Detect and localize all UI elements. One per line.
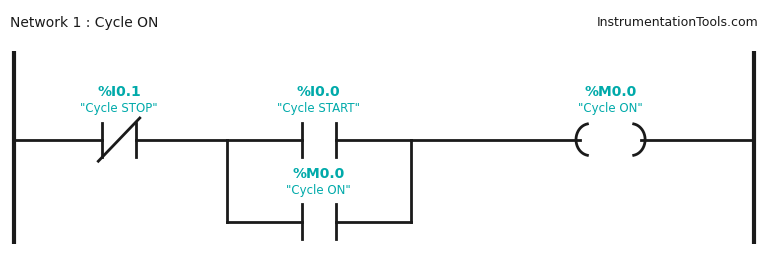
Text: %I0.1: %I0.1 (98, 85, 141, 99)
Text: %I0.0: %I0.0 (297, 85, 340, 99)
Text: %M0.0: %M0.0 (584, 85, 637, 99)
Text: InstrumentationTools.com: InstrumentationTools.com (596, 16, 758, 29)
Text: "Cycle STOP": "Cycle STOP" (80, 103, 158, 115)
Text: Network 1 : Cycle ON: Network 1 : Cycle ON (10, 16, 158, 30)
Text: "Cycle ON": "Cycle ON" (286, 184, 351, 197)
Text: %M0.0: %M0.0 (293, 167, 345, 181)
Text: "Cycle ON": "Cycle ON" (578, 103, 643, 115)
Text: "Cycle START": "Cycle START" (277, 103, 360, 115)
